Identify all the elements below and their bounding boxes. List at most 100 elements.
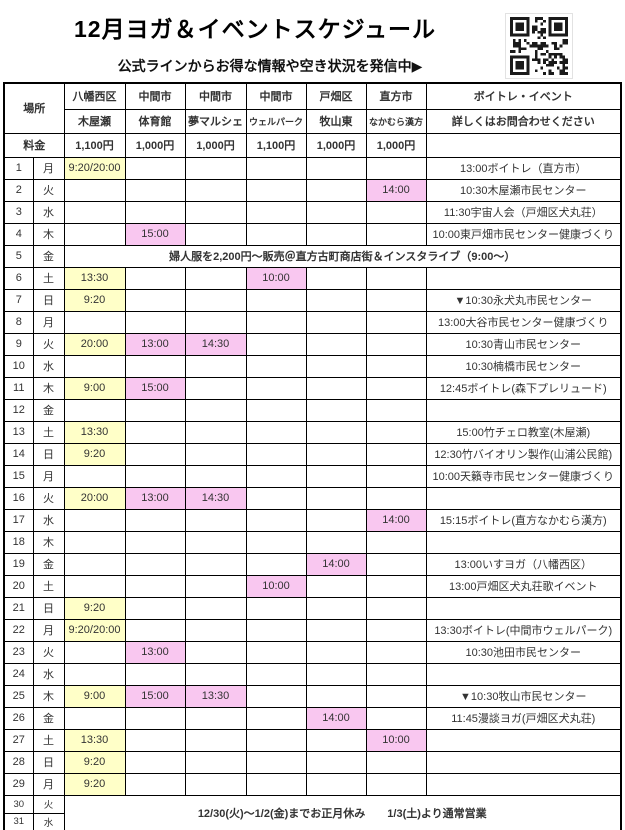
dow-cell: 月	[32, 772, 65, 796]
time-slot	[365, 464, 427, 488]
price-cell-2: 1,000円	[124, 132, 186, 158]
date-cell: 15	[3, 464, 34, 488]
time-slot: 13:30	[63, 266, 126, 290]
event-cell	[425, 266, 622, 290]
time-slot: 9:00	[63, 684, 126, 708]
dow-cell: 水	[32, 508, 65, 532]
event-cell: 15:00竹チェロ教室(木屋瀬)	[425, 420, 622, 444]
time-slot	[63, 178, 126, 202]
table-row: 26 金 14:00 11:45漫談ヨガ(戸畑区犬丸荘)	[3, 706, 622, 730]
time-slot	[305, 398, 367, 422]
page-subtitle: 公式ラインからお得な情報や空き状況を発信中▶	[117, 58, 423, 74]
time-slot	[365, 750, 427, 774]
date-cell: 25	[3, 684, 34, 708]
time-slot	[245, 200, 307, 224]
time-slot	[305, 420, 367, 444]
column-name-header-6: なかむら漢方	[365, 108, 427, 134]
dow-cell: 木	[32, 684, 65, 708]
time-slot	[184, 222, 247, 246]
time-slot	[245, 288, 307, 312]
event-cell	[425, 486, 622, 510]
price-cell-4: 1,100円	[245, 132, 307, 158]
event-cell: 13:00大谷市民センター健康づくり	[425, 310, 622, 334]
table-row: 6 土 13:30 10:00	[3, 266, 622, 290]
table-row: 24 水	[3, 662, 622, 686]
table-row: 18 木	[3, 530, 622, 554]
dow-cell: 月	[32, 464, 65, 488]
table-row: 場所 八幡西区 中間市 中間市 中間市 戸畑区 直方市 ボイトレ・イベント	[3, 82, 622, 134]
time-slot	[305, 178, 367, 202]
table-row: 21 日 9:20	[3, 596, 622, 620]
time-slot	[245, 486, 307, 510]
table-row: 28 日 9:20	[3, 750, 622, 774]
dow-cell: 日	[32, 596, 65, 620]
date-cell: 12	[3, 398, 34, 422]
date-cell: 3	[3, 200, 34, 224]
time-slot	[124, 728, 186, 752]
time-slot	[184, 772, 247, 796]
dow-cell: 火	[32, 640, 65, 664]
event-cell: 13:00いすヨガ（八幡西区）	[425, 552, 622, 576]
date-cell: 1	[3, 156, 34, 180]
time-slot	[305, 772, 367, 796]
time-slot	[245, 442, 307, 466]
time-slot	[63, 552, 126, 576]
date-cell: 31	[3, 812, 34, 830]
event-cell: 15:15ボイトレ(直方なかむら漢方)	[425, 508, 622, 532]
time-slot	[184, 750, 247, 774]
table-row: 19 金 14:00 13:00いすヨガ（八幡西区）	[3, 552, 622, 576]
table-row: 木屋瀬 体育館 夢マルシェ ウェルパーク 牧山東 なかむら漢方 詳しくはお問合わせください	[4, 108, 622, 134]
time-slot	[184, 376, 247, 400]
time-slot: 14:00	[305, 552, 367, 576]
time-slot	[124, 552, 186, 576]
event-cell: ▼10:30永犬丸市民センター	[425, 288, 622, 312]
time-slot	[245, 464, 307, 488]
time-slot	[184, 662, 247, 686]
time-slot	[365, 376, 427, 400]
column-area-header-5: 戸畑区	[305, 82, 367, 110]
time-slot: 15:00	[124, 222, 186, 246]
time-slot	[245, 332, 307, 356]
time-slot	[245, 156, 307, 180]
time-slot: 15:00	[124, 376, 186, 400]
time-slot	[124, 178, 186, 202]
dow-cell: 木	[32, 222, 65, 246]
time-slot	[63, 574, 126, 598]
time-slot: 20:00	[63, 486, 126, 510]
time-slot	[63, 640, 126, 664]
time-slot	[305, 288, 367, 312]
time-slot	[305, 662, 367, 686]
table-row: 25 木 9:00 15:00 13:30 ▼10:30牧山市民センター	[3, 684, 622, 708]
column-area-header-7: ボイトレ・イベント	[425, 82, 622, 110]
place-header-label: 場所	[3, 82, 65, 134]
time-slot	[184, 530, 247, 554]
time-slot	[365, 398, 427, 422]
time-slot	[63, 464, 126, 488]
time-slot	[184, 288, 247, 312]
table-row: 14 日 9:20 12:30竹バイオリン製作(山浦公民館)	[3, 442, 622, 466]
event-cell	[425, 728, 622, 752]
time-slot	[305, 310, 367, 334]
time-slot	[124, 530, 186, 554]
time-slot	[245, 508, 307, 532]
event-cell: 10:30楠橋市民センター	[425, 354, 622, 378]
time-slot	[305, 200, 367, 224]
time-slot	[124, 398, 186, 422]
time-slot	[245, 684, 307, 708]
time-slot	[63, 398, 126, 422]
time-slot	[245, 750, 307, 774]
date-cell: 4	[3, 222, 34, 246]
time-slot: 13:00	[124, 640, 186, 664]
time-slot	[365, 662, 427, 686]
time-slot	[365, 442, 427, 466]
date-cell: 18	[3, 530, 34, 554]
date-cell: 8	[3, 310, 34, 334]
time-slot	[63, 508, 126, 532]
time-slot	[184, 420, 247, 444]
time-slot	[365, 574, 427, 598]
time-slot	[305, 486, 367, 510]
date-cell: 2	[3, 178, 34, 202]
time-slot	[305, 442, 367, 466]
price-cell-6: 1,000円	[365, 132, 427, 158]
event-cell: 12:45ボイトレ(森下プレリュード)	[425, 376, 622, 400]
